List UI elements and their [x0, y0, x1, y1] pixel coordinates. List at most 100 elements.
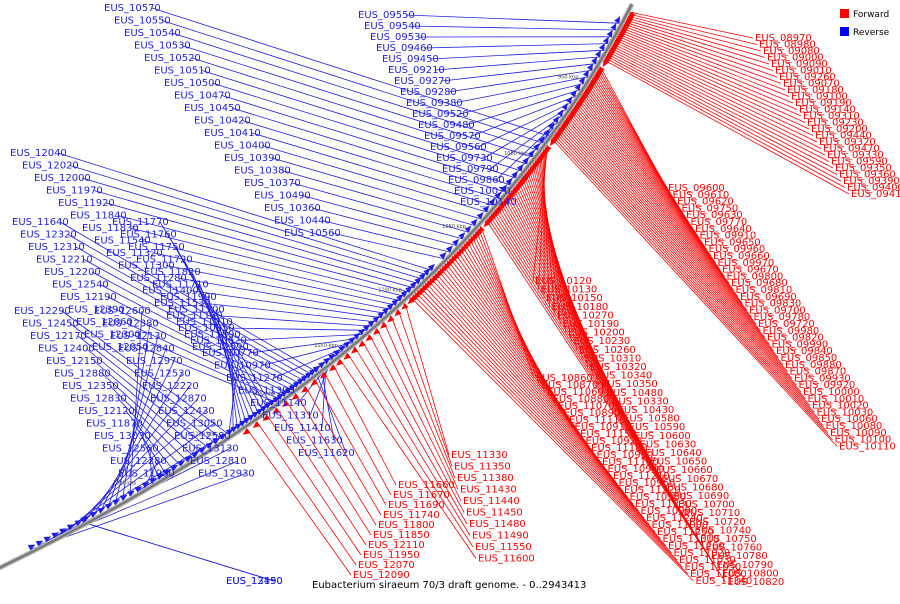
gene-label: EUS_10140: [460, 197, 517, 208]
gene-leader-line: [83, 522, 274, 581]
gene-label: EUS_09210: [388, 65, 445, 76]
gene-leader-line: [412, 26, 615, 30]
gene-label: EUS_09540: [364, 21, 421, 32]
genome-caption: Eubacterium siraeum 70/3 draft genome. -…: [312, 580, 586, 591]
gene-arrow: [610, 23, 616, 31]
gene-arrow: [614, 16, 620, 24]
gene-label: EUS_10110: [839, 441, 896, 452]
gene-label: EUS_12190: [60, 292, 117, 303]
gene-label: EUS_12120: [78, 406, 135, 417]
gene-label: EUS_11270: [226, 373, 283, 384]
gene-label: EUS_11630: [286, 436, 343, 447]
gene-label: EUS_11350: [454, 462, 511, 473]
gene-label: EUS_12870: [150, 394, 207, 405]
gene-label: EUS_11980: [118, 469, 175, 480]
gene-label: EUS_09570: [424, 131, 481, 142]
gene-leader-line: [406, 15, 619, 23]
gene-label: EUS_09410: [851, 189, 900, 200]
gene-label: EUS_11870: [86, 419, 143, 430]
gene-leader-line: [424, 44, 607, 48]
gene-label: EUS_09450: [382, 54, 439, 65]
gene-label: EUS_11140: [250, 398, 307, 409]
gene-leader-line: [322, 221, 449, 253]
gene-label: EUS_10570: [104, 3, 161, 14]
legend-forward-swatch: [840, 9, 849, 18]
gene-label: EUS_10070: [454, 186, 511, 197]
gene-label: EUS_12380: [102, 319, 159, 330]
legend-reverse-swatch: [840, 27, 849, 36]
gene-label: EUS_12210: [36, 255, 93, 266]
gene-label: EUS_13130: [182, 444, 239, 455]
gene-label: EUS_09560: [430, 142, 487, 153]
gene-label: EUS_10360: [264, 203, 321, 214]
gene-label: EUS_11640: [12, 217, 69, 228]
gene-label: EUS_13030: [94, 431, 151, 442]
gene-label: EUS_09550: [358, 10, 415, 21]
gene-label: EUS_10380: [234, 166, 291, 177]
gene-label: EUS_11550: [475, 542, 532, 553]
gene-leader-line: [391, 316, 455, 478]
gene-leader-line: [629, 16, 761, 51]
gene-label: EUS_09270: [394, 76, 451, 87]
gene-label: EUS_10530: [134, 41, 191, 52]
gene-label: EUS_10470: [174, 91, 231, 102]
gene-label: EUS_11910: [176, 317, 233, 328]
gene-label: EUS_10490: [254, 191, 311, 202]
gene-label: EUS_10450: [184, 103, 241, 114]
gene-label: EUS_11970: [46, 186, 103, 197]
gene-label: EUS_12020: [22, 161, 79, 172]
gene-label: EUS_12150: [46, 356, 103, 367]
gene-label: EUS_12590: [192, 342, 249, 353]
gene-label: EUS_12580: [174, 431, 231, 442]
gene-label: EUS_11920: [58, 198, 115, 209]
gene-label: EUS_09520: [412, 109, 469, 120]
gene-label: EUS_10500: [164, 78, 221, 89]
gene-arrow: [603, 37, 609, 45]
gene-label: EUS_12430: [158, 406, 215, 417]
gene-label: EUS_11700: [168, 305, 225, 316]
gene-leader-line: [226, 328, 366, 330]
gene-leader-line: [590, 84, 707, 249]
gene-label: EUS_11770: [112, 217, 169, 228]
gene-label: EUS_12970: [126, 356, 183, 367]
gene-label: EUS_09380: [406, 98, 463, 109]
gene-label: EUS_09460: [376, 43, 433, 54]
gene-label: EUS_10560: [284, 228, 341, 239]
gene-label: EUS_10550: [114, 16, 171, 27]
gene-label: EUS_11480: [469, 519, 526, 530]
gene-label: EUS_11600: [478, 554, 535, 565]
gene-label: EUS_11620: [298, 448, 355, 459]
gene-label: EUS_11750: [128, 242, 185, 253]
gene-label: EUS_11310: [262, 411, 319, 422]
scale-tick-label: 1050 kbp: [442, 224, 466, 230]
gene-label: EUS_10510: [154, 66, 211, 77]
gene-label: EUS_12130: [110, 331, 167, 342]
gene-leader-line: [436, 57, 599, 70]
gene-label: EUS_11890: [184, 330, 241, 341]
gene-leader-line: [631, 12, 753, 38]
scale-tick-label: 1000 kbp: [504, 151, 528, 157]
gene-label: EUS_12280: [110, 456, 167, 467]
gene-arrow: [599, 43, 605, 51]
gene-label: EUS_12560: [102, 444, 159, 455]
gene-label: EUS_11330: [451, 450, 508, 461]
gene-label: EUS_10420: [194, 116, 251, 127]
gene-label: EUS_10390: [224, 153, 281, 164]
gene-label: EUS_12350: [62, 381, 119, 392]
gene-label: EUS_10370: [244, 178, 301, 189]
gene-label: EUS_11710: [152, 280, 209, 291]
gene-label: EUS_11340: [696, 576, 753, 587]
gene-label: EUS_10440: [274, 216, 331, 227]
gene-label: EUS_11410: [274, 423, 331, 434]
gene-label: EUS_12600: [94, 306, 151, 317]
gene-label: EUS_12930: [198, 469, 255, 480]
gene-label: EUS_12200: [44, 267, 101, 278]
gene-arrow: [607, 30, 613, 38]
gene-leader-line: [460, 84, 583, 114]
gene-label: EUS_09730: [436, 153, 493, 164]
gene-leader-line: [630, 14, 757, 44]
gene-label: EUS_12310: [28, 242, 85, 253]
scale-tick-label: 950 kbp: [558, 75, 578, 81]
gene-label: EUS_12170: [30, 331, 87, 342]
